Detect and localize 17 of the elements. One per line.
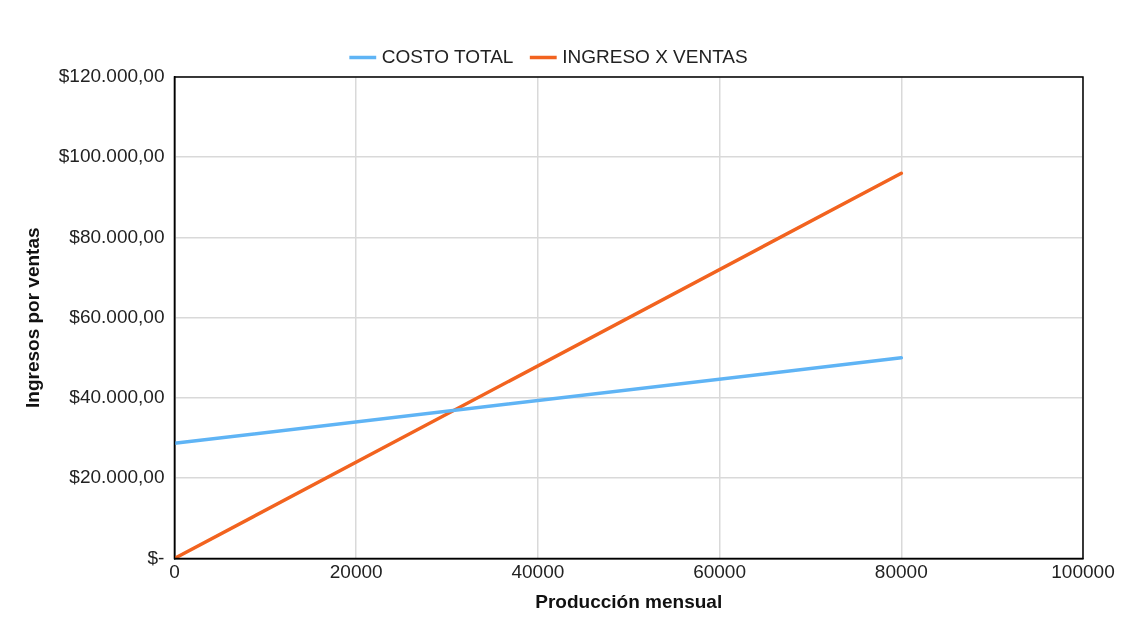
y-axis-title: Ingresos por ventas	[21, 227, 43, 408]
y-tick-label: $80.000,00	[69, 225, 165, 247]
x-tick-label: 20000	[329, 561, 383, 583]
x-axis-title: Producción mensual	[535, 590, 723, 612]
y-tick-label: $60.000,00	[69, 305, 165, 327]
legend-label: INGRESO X VENTAS	[562, 45, 748, 67]
legend-label: COSTO TOTAL	[381, 45, 514, 67]
y-tick-label: $100.000,00	[58, 145, 165, 167]
x-tick-label: 60000	[693, 561, 747, 583]
x-tick-label: 80000	[874, 561, 928, 583]
y-tick-label: $120.000,00	[58, 65, 165, 87]
y-tick-label: $40.000,00	[69, 386, 165, 408]
x-tick-label: 100000	[1051, 561, 1115, 583]
x-tick-label: 0	[169, 561, 180, 583]
y-tick-label: $20.000,00	[69, 466, 165, 488]
y-tick-label: $-	[147, 546, 165, 568]
x-tick-label: 40000	[511, 561, 565, 583]
